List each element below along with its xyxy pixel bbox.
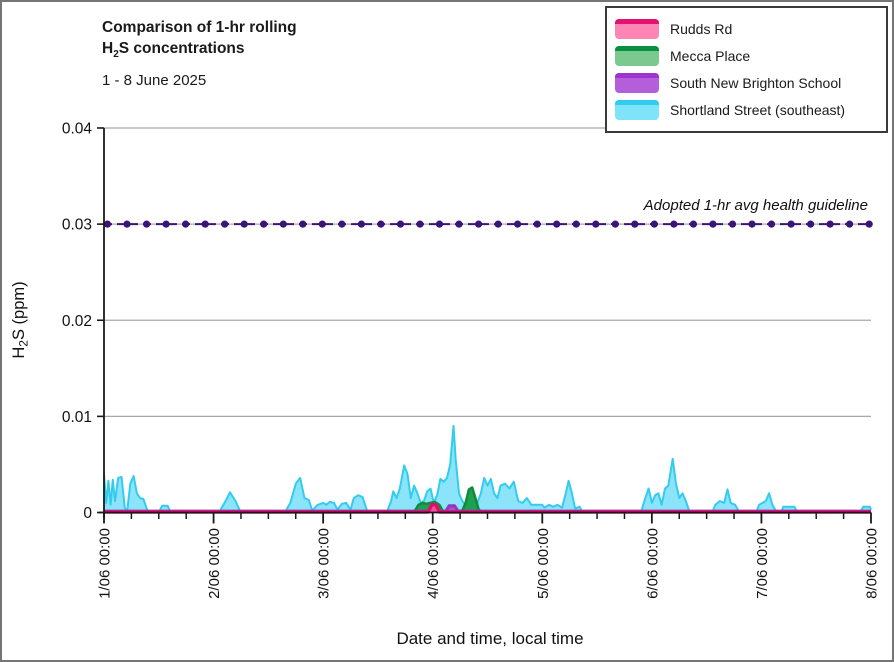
guideline-label: Adopted 1-hr avg health guideline <box>643 197 868 214</box>
guideline-marker <box>572 220 580 228</box>
guideline-marker <box>357 220 365 228</box>
y-tick-label: 0.02 <box>62 313 92 330</box>
guideline-marker <box>689 220 698 228</box>
guideline-marker <box>650 220 658 228</box>
guideline-marker <box>318 220 326 228</box>
guideline-marker <box>240 220 248 228</box>
legend-swatch-icon <box>615 18 659 39</box>
x-tick-label: 6/06 00:00 <box>644 528 661 599</box>
x-tick-label: 4/06 00:00 <box>425 528 442 599</box>
legend: Rudds Rd Mecca Place South New Brighton Sc… <box>605 6 888 133</box>
guideline-marker <box>670 220 678 228</box>
legend-item: Shortland Street (southeast) <box>615 96 878 123</box>
guideline-marker <box>767 220 776 228</box>
legend-swatch-icon <box>615 72 659 93</box>
guideline-marker <box>143 220 151 228</box>
guideline-marker <box>787 220 795 228</box>
legend-swatch-icon <box>615 99 659 120</box>
x-tick-label: 8/06 00:00 <box>864 528 881 599</box>
y-axis-title: H2S (ppm) <box>10 281 31 358</box>
guideline-marker <box>416 220 424 228</box>
legend-item: Mecca Place <box>615 42 878 69</box>
x-tick-label: 2/06 00:00 <box>206 528 223 599</box>
guideline-marker <box>631 220 639 228</box>
guideline-marker <box>221 220 229 228</box>
guideline-marker <box>514 220 522 228</box>
guideline-marker <box>299 220 307 228</box>
guideline-marker <box>338 220 346 228</box>
guideline-marker <box>592 220 600 228</box>
legend-item: South New Brighton School <box>615 69 878 96</box>
y-tick-label: 0 <box>83 505 92 522</box>
guideline-marker <box>201 220 209 228</box>
y-tick-label: 0.01 <box>62 409 92 426</box>
x-tick-label: 3/06 00:00 <box>316 528 333 599</box>
guideline-marker <box>533 220 541 228</box>
series-area-shortland-street-southeast <box>104 426 871 513</box>
x-tick-label: 5/06 00:00 <box>535 528 552 599</box>
legend-item: Rudds Rd <box>615 15 878 42</box>
y-tick-label: 0.04 <box>62 121 93 138</box>
legend-item-label: Mecca Place <box>670 47 751 64</box>
guideline-marker <box>553 220 561 228</box>
guideline-marker <box>279 220 287 228</box>
legend-item-label: Rudds Rd <box>670 20 733 37</box>
y-tick-label: 0.03 <box>62 217 92 234</box>
guideline-marker <box>748 220 756 228</box>
legend-item-label: South New Brighton School <box>670 74 842 91</box>
guideline-marker <box>123 220 131 228</box>
guideline-marker <box>807 220 815 228</box>
guideline-marker <box>846 220 854 228</box>
guideline-marker <box>162 220 170 228</box>
x-tick-label: 1/06 00:00 <box>97 528 114 599</box>
guideline-marker <box>865 220 873 228</box>
guideline-marker <box>494 220 502 228</box>
guideline-marker <box>182 220 190 228</box>
guideline-marker <box>709 220 717 228</box>
guideline-marker <box>435 220 444 228</box>
chart-title-block: Comparison of 1-hr rolling H2S concentra… <box>102 18 297 91</box>
guideline-marker <box>260 220 268 228</box>
legend-swatch-icon <box>615 45 659 66</box>
chart-title-line2: H2S concentrations <box>102 39 245 61</box>
chart-title-line1: Comparison of 1-hr rolling <box>102 19 297 36</box>
guideline-marker <box>728 220 737 228</box>
x-tick-label: 7/06 00:00 <box>754 528 771 599</box>
guideline-marker <box>826 220 834 228</box>
chart-subtitle: 1 - 8 June 2025 <box>102 71 207 89</box>
guideline-marker <box>396 220 405 228</box>
guideline-marker <box>103 220 112 228</box>
guideline-marker <box>377 220 385 228</box>
guideline-marker <box>455 220 463 228</box>
x-axis-title: Date and time, local time <box>396 629 583 648</box>
guideline-marker <box>475 220 483 228</box>
chart-generated-layers: 0 0.01 0.02 0.03 0.04 1/06 00:00 2/06 00:00 3/0… <box>62 121 881 599</box>
legend-item-label: Shortland Street (southeast) <box>670 101 846 118</box>
guideline-marker <box>611 220 619 228</box>
